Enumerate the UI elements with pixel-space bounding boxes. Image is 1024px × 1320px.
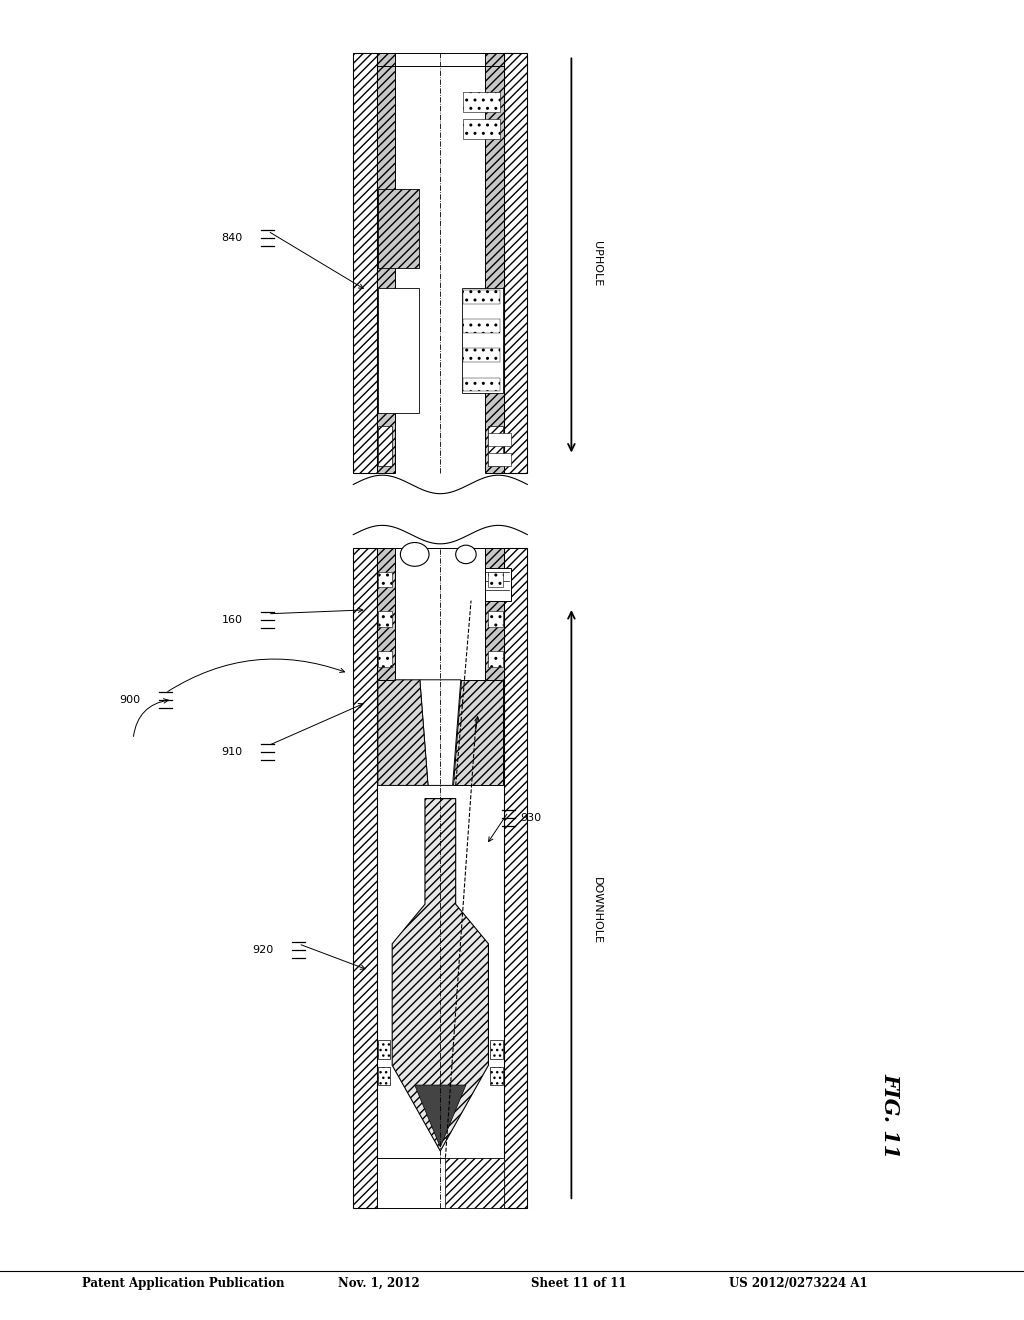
Bar: [488, 651, 503, 667]
Bar: [504, 53, 527, 473]
Bar: [463, 378, 500, 391]
Ellipse shape: [456, 545, 476, 564]
Bar: [488, 572, 503, 587]
Text: Patent Application Publication: Patent Application Publication: [82, 1276, 285, 1290]
Bar: [378, 651, 392, 667]
Bar: [463, 290, 500, 304]
Bar: [377, 53, 504, 473]
Bar: [463, 348, 500, 362]
Bar: [378, 572, 392, 587]
Bar: [377, 1158, 504, 1208]
Text: Nov. 1, 2012: Nov. 1, 2012: [338, 1276, 420, 1290]
Bar: [377, 548, 395, 680]
Bar: [463, 319, 500, 333]
Text: US 2012/0273224 A1: US 2012/0273224 A1: [729, 1276, 868, 1290]
Bar: [395, 53, 485, 473]
Bar: [445, 1158, 504, 1208]
Bar: [488, 426, 503, 466]
Polygon shape: [453, 680, 503, 785]
Text: UPHOLE: UPHOLE: [592, 242, 602, 286]
Bar: [377, 53, 395, 473]
Bar: [378, 288, 419, 413]
Bar: [462, 288, 503, 393]
Bar: [378, 189, 419, 268]
Bar: [395, 548, 485, 680]
Bar: [463, 92, 500, 112]
Text: DOWNHOLE: DOWNHOLE: [592, 878, 602, 944]
Bar: [377, 548, 504, 1208]
Text: 930: 930: [520, 813, 542, 824]
Bar: [378, 1067, 390, 1085]
Bar: [488, 611, 503, 627]
Ellipse shape: [400, 543, 429, 566]
Polygon shape: [392, 799, 488, 1151]
Text: 160: 160: [221, 615, 243, 626]
Bar: [504, 548, 527, 1208]
Bar: [488, 433, 511, 446]
Polygon shape: [415, 1085, 466, 1147]
Text: Sheet 11 of 11: Sheet 11 of 11: [530, 1276, 627, 1290]
Bar: [378, 611, 392, 627]
Bar: [353, 53, 377, 473]
Bar: [378, 426, 392, 466]
Bar: [485, 568, 511, 601]
Text: 840: 840: [221, 232, 243, 243]
Bar: [378, 1040, 390, 1059]
Text: 910: 910: [221, 747, 243, 758]
Bar: [463, 119, 500, 139]
Bar: [488, 453, 511, 466]
Text: 900: 900: [119, 694, 140, 705]
Text: FIG. 11: FIG. 11: [881, 1073, 901, 1158]
Bar: [485, 548, 504, 680]
Bar: [490, 1040, 503, 1059]
Text: 920: 920: [252, 945, 273, 956]
Bar: [490, 1067, 503, 1085]
Bar: [485, 53, 504, 473]
Bar: [353, 548, 377, 1208]
Polygon shape: [420, 680, 461, 785]
Polygon shape: [378, 680, 428, 785]
